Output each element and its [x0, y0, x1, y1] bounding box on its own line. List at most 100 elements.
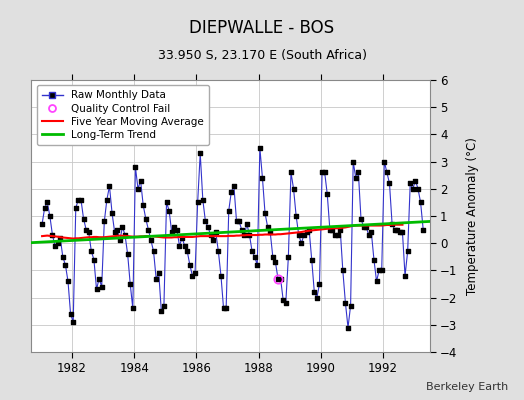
Point — [302, 229, 311, 236]
Point — [222, 305, 231, 312]
Point — [266, 229, 275, 236]
Point — [69, 319, 78, 325]
Point — [321, 169, 329, 176]
Point — [136, 178, 145, 184]
Point — [305, 226, 313, 233]
Point — [113, 226, 122, 233]
Text: 33.950 S, 23.170 E (South Africa): 33.950 S, 23.170 E (South Africa) — [158, 50, 366, 62]
Point — [77, 196, 85, 203]
Point — [279, 297, 287, 304]
Point — [212, 229, 220, 236]
Point — [253, 262, 261, 268]
Point — [341, 300, 350, 306]
Point — [183, 248, 191, 254]
Point — [128, 305, 137, 312]
Point — [196, 150, 204, 157]
Point — [256, 145, 264, 151]
Point — [90, 256, 98, 263]
Point — [165, 207, 173, 214]
Point — [97, 284, 106, 290]
Point — [199, 196, 207, 203]
Point — [40, 205, 49, 211]
Point — [84, 229, 93, 236]
Point — [193, 199, 202, 206]
Point — [367, 229, 376, 236]
Point — [87, 248, 95, 254]
Point — [235, 218, 243, 225]
Text: DIEPWALLE - BOS: DIEPWALLE - BOS — [190, 19, 334, 37]
Point — [38, 221, 46, 227]
Point — [51, 243, 59, 249]
Point — [419, 226, 428, 233]
Point — [225, 207, 233, 214]
Point — [326, 226, 334, 233]
Point — [396, 229, 404, 236]
Point — [67, 311, 75, 317]
Point — [352, 175, 360, 181]
Point — [149, 248, 158, 254]
Point — [162, 199, 171, 206]
Point — [155, 270, 163, 276]
Point — [409, 186, 417, 192]
Point — [74, 196, 83, 203]
Point — [188, 273, 196, 279]
Point — [72, 205, 80, 211]
Point — [214, 248, 223, 254]
Point — [43, 199, 51, 206]
Point — [144, 226, 152, 233]
Point — [170, 224, 179, 230]
Point — [284, 254, 292, 260]
Point — [64, 278, 72, 284]
Point — [95, 275, 103, 282]
Point — [297, 240, 305, 246]
Point — [271, 259, 280, 266]
Point — [206, 232, 215, 238]
Point — [292, 213, 300, 219]
Point — [121, 232, 129, 238]
Point — [248, 248, 256, 254]
Point — [243, 221, 251, 227]
Point — [173, 226, 181, 233]
Point — [178, 234, 186, 241]
Point — [232, 218, 241, 225]
Point — [152, 275, 160, 282]
Y-axis label: Temperature Anomaly (°C): Temperature Anomaly (°C) — [466, 137, 479, 295]
Point — [276, 275, 285, 282]
Point — [53, 240, 62, 246]
Point — [131, 164, 139, 170]
Point — [362, 224, 370, 230]
Point — [398, 229, 407, 236]
Point — [230, 183, 238, 189]
Point — [375, 267, 384, 274]
Point — [201, 218, 210, 225]
Point — [124, 251, 132, 257]
Point — [365, 232, 373, 238]
Point — [116, 237, 124, 244]
Point — [240, 232, 248, 238]
Point — [274, 275, 282, 282]
Point — [308, 256, 316, 263]
Point — [108, 210, 116, 216]
Point — [359, 224, 368, 230]
Point — [56, 234, 64, 241]
Point — [82, 226, 90, 233]
Point — [220, 305, 228, 312]
Point — [281, 300, 290, 306]
Point — [315, 281, 324, 287]
Point — [377, 267, 386, 274]
Point — [204, 224, 212, 230]
Text: Berkeley Earth: Berkeley Earth — [426, 382, 508, 392]
Point — [269, 254, 277, 260]
Point — [141, 216, 150, 222]
Point — [157, 308, 166, 314]
Point — [344, 324, 352, 331]
Point — [180, 243, 189, 249]
Point — [147, 237, 155, 244]
Point — [393, 226, 401, 233]
Point — [126, 281, 135, 287]
Point — [417, 199, 425, 206]
Point — [354, 169, 363, 176]
Point — [406, 180, 414, 186]
Point — [328, 226, 336, 233]
Point — [258, 175, 267, 181]
